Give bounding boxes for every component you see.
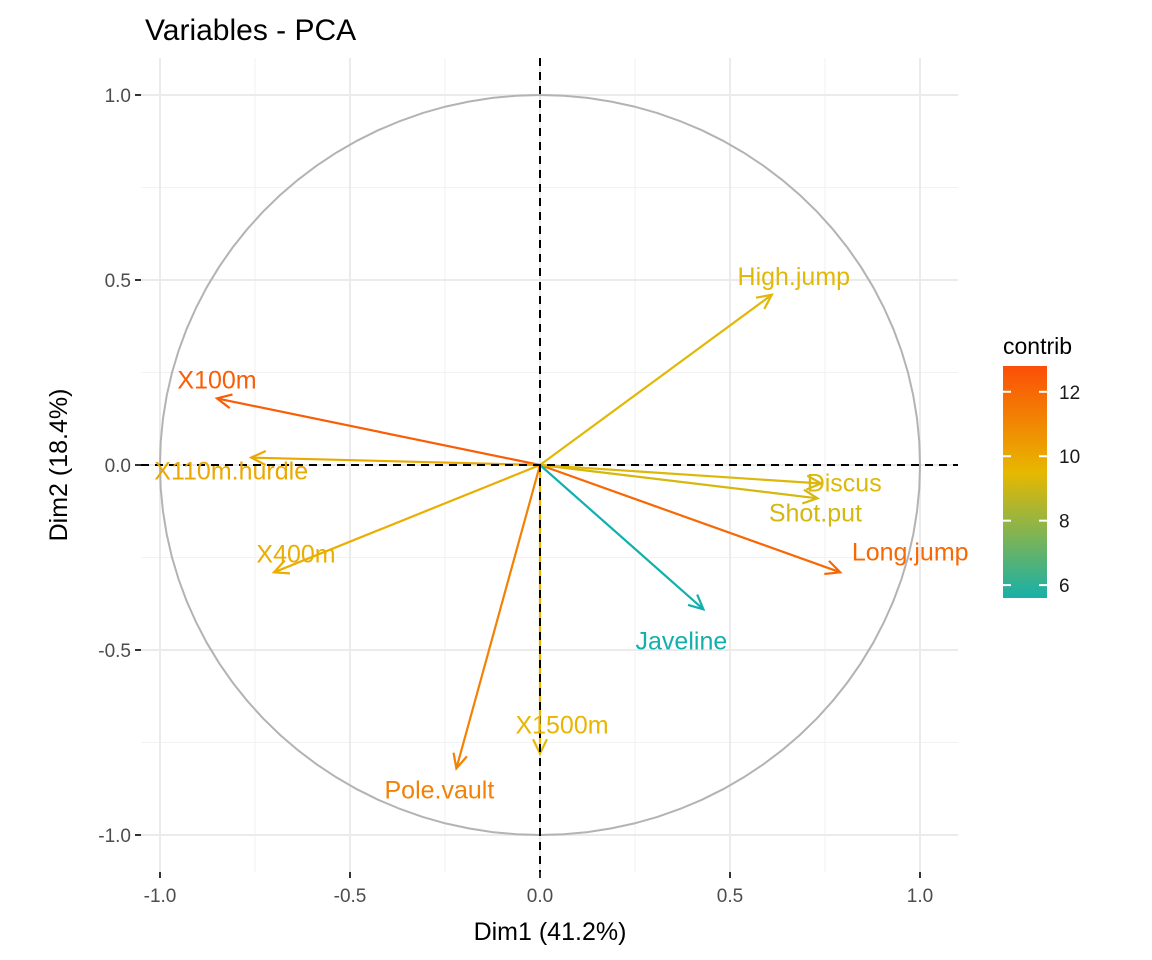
chart-title: Variables - PCA xyxy=(145,14,356,47)
variable-label-javeline: Javeline xyxy=(636,627,728,655)
arrow-shaft xyxy=(539,463,818,500)
x-tick-label: 1.0 xyxy=(907,886,933,907)
legend-colorbar xyxy=(1003,366,1047,598)
arrow-head xyxy=(214,393,233,409)
variable-label-pole.vault: Pole.vault xyxy=(385,776,495,804)
y-tick-label: -0.5 xyxy=(98,641,131,662)
x-tick-label: 0.5 xyxy=(717,886,743,907)
legend-tick-label: 8 xyxy=(1059,512,1070,533)
y-tick-label: 1.0 xyxy=(105,86,131,107)
x-axis: -1.0 -0.5 0.0 0.5 1.0 xyxy=(144,872,933,907)
y-tick-label: 0.5 xyxy=(105,271,131,292)
variable-labels-layer: X100m Long.jump Shot.put High.jump X400m X110… xyxy=(154,263,968,805)
arrow-shaft xyxy=(216,397,541,467)
arrow-shaft xyxy=(251,456,541,467)
arrow-shaft xyxy=(273,463,541,574)
variable-label-x1500m: X1500m xyxy=(515,712,608,740)
arrow-head xyxy=(452,752,468,771)
legend-tick-label: 12 xyxy=(1059,383,1080,404)
reference-lines-layer xyxy=(141,58,958,872)
variable-arrow-x100m xyxy=(214,393,541,467)
variable-label-x100m: X100m xyxy=(177,366,256,394)
y-axis: -1.0 -0.5 0.0 0.5 1.0 xyxy=(98,86,141,847)
arrow-head xyxy=(687,594,706,611)
variable-arrow-x110m.hurdle xyxy=(248,450,541,467)
variable-label-x400m: X400m xyxy=(256,540,335,568)
arrow-head xyxy=(755,293,774,310)
x-tick-label: 0.0 xyxy=(527,886,553,907)
variable-arrow-high.jump xyxy=(539,293,774,466)
variable-label-high.jump: High.jump xyxy=(738,263,851,291)
variable-label-shot.put: Shot.put xyxy=(769,499,862,527)
variable-label-x110m.hurdle: X110m.hurdle xyxy=(154,458,308,486)
arrow-shaft xyxy=(539,463,822,485)
x-axis-title: Dim1 (41.2%) xyxy=(474,918,627,946)
variable-label-long.jump: Long.jump xyxy=(852,538,969,566)
x-tick-label: -0.5 xyxy=(334,886,367,907)
y-tick-label: 0.0 xyxy=(105,456,131,477)
arrow-shaft xyxy=(539,293,773,466)
variable-arrow-pole.vault xyxy=(452,464,542,771)
arrow-head xyxy=(824,560,843,576)
y-axis-title: Dim2 (18.4%) xyxy=(45,389,73,542)
arrow-head xyxy=(248,450,267,466)
arrow-shaft xyxy=(539,463,841,574)
arrow-shaft xyxy=(539,464,705,611)
legend-tick-label: 10 xyxy=(1059,447,1080,468)
variable-arrow-x400m xyxy=(271,463,541,575)
variable-label-discus: Discus xyxy=(807,470,882,498)
x-tick-label: -1.0 xyxy=(144,886,177,907)
variable-arrow-discus xyxy=(539,463,824,491)
y-tick-label: -1.0 xyxy=(98,826,131,847)
arrow-head xyxy=(801,488,820,505)
legend-title: contrib xyxy=(1003,333,1072,359)
arrow-head xyxy=(271,559,291,575)
arrow-shaft xyxy=(455,464,542,769)
variable-arrows-layer xyxy=(214,293,843,771)
legend-tick-label: 6 xyxy=(1059,576,1070,597)
variable-arrow-javeline xyxy=(539,464,706,611)
arrow-head xyxy=(805,474,824,491)
arrow-head xyxy=(532,738,548,757)
variable-arrow-long.jump xyxy=(539,463,843,576)
legend: contrib 12 10 8 6 xyxy=(1003,333,1080,598)
variable-arrow-shot.put xyxy=(539,463,820,505)
